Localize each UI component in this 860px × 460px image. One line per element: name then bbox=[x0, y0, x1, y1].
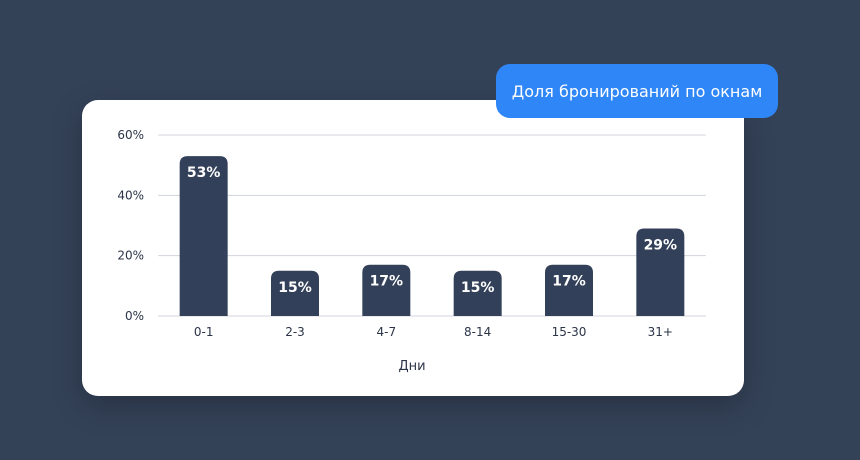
bar bbox=[271, 270, 319, 316]
x-axis-title: Дни bbox=[398, 359, 425, 374]
x-tick-label: 2-3 bbox=[285, 325, 305, 339]
bar-value-label: 17% bbox=[552, 274, 586, 290]
bar bbox=[179, 156, 228, 316]
x-tick-label: 15-30 bbox=[552, 325, 587, 339]
bar bbox=[453, 270, 502, 316]
chart-title-badge: Доля бронирований по окнам bbox=[496, 64, 778, 118]
bar-value-label: 53% bbox=[187, 165, 221, 181]
bar bbox=[636, 228, 685, 316]
x-tick-label: 31+ bbox=[648, 325, 673, 339]
bar-value-label: 15% bbox=[461, 280, 495, 296]
x-tick-label: 0-1 bbox=[194, 325, 214, 339]
y-tick-label: 40% bbox=[117, 188, 144, 202]
bar-value-label: 17% bbox=[370, 274, 404, 290]
bar-value-label: 15% bbox=[278, 280, 312, 296]
y-tick-label: 60% bbox=[117, 128, 144, 142]
y-tick-label: 20% bbox=[117, 249, 144, 263]
bar bbox=[545, 264, 593, 316]
y-tick-label: 0% bbox=[125, 309, 144, 323]
bar-value-label: 29% bbox=[644, 238, 678, 254]
bar bbox=[362, 264, 411, 316]
x-tick-label: 8-14 bbox=[464, 325, 491, 339]
x-tick-label: 4-7 bbox=[377, 325, 397, 339]
chart-title: Доля бронирований по окнам bbox=[511, 81, 763, 101]
